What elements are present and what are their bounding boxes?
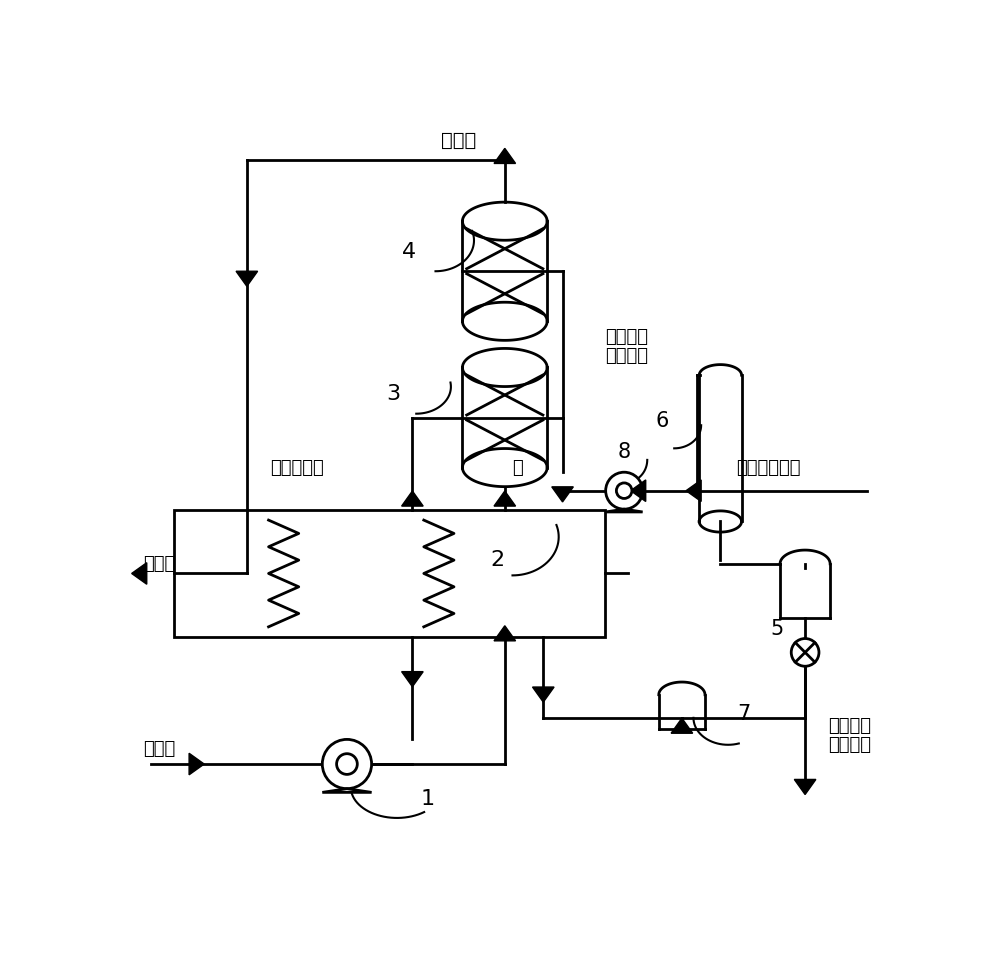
Text: 化碳产出: 化碳产出 (828, 736, 871, 754)
Circle shape (791, 639, 819, 666)
Text: 3: 3 (386, 384, 400, 404)
Text: 5: 5 (770, 619, 783, 639)
Bar (174, 510, 605, 637)
Polygon shape (533, 687, 554, 702)
Text: 4: 4 (401, 242, 416, 262)
Polygon shape (494, 149, 516, 163)
Circle shape (337, 753, 357, 775)
Text: 6: 6 (656, 411, 669, 432)
Text: 7: 7 (737, 704, 750, 724)
Polygon shape (402, 671, 423, 687)
Text: 2: 2 (490, 550, 504, 570)
Circle shape (606, 472, 643, 509)
Text: 混合余气: 混合余气 (605, 347, 648, 365)
Text: 液态二氧: 液态二氧 (828, 716, 871, 735)
Text: 纯氢气: 纯氢气 (143, 555, 175, 573)
Circle shape (616, 483, 632, 498)
Polygon shape (494, 491, 516, 506)
Polygon shape (189, 753, 204, 775)
Circle shape (322, 740, 372, 788)
Text: 甲醇水蒸汽: 甲醇水蒸汽 (270, 458, 324, 477)
Polygon shape (631, 480, 646, 501)
Polygon shape (686, 480, 701, 501)
Polygon shape (402, 491, 423, 506)
Polygon shape (552, 487, 573, 502)
Polygon shape (236, 272, 258, 286)
Text: 氢气混合余气: 氢气混合余气 (736, 458, 800, 477)
Polygon shape (606, 509, 643, 512)
Polygon shape (794, 780, 816, 794)
Text: 甲醇水: 甲醇水 (143, 740, 175, 757)
Text: 8: 8 (618, 443, 631, 462)
Text: 纯氢气: 纯氢气 (441, 131, 476, 149)
Text: 二氧化碳: 二氧化碳 (605, 327, 648, 346)
Polygon shape (671, 718, 693, 734)
Text: 水: 水 (512, 458, 523, 477)
Polygon shape (494, 625, 516, 641)
Polygon shape (322, 788, 372, 792)
Polygon shape (132, 563, 147, 584)
Text: 1: 1 (421, 788, 435, 809)
